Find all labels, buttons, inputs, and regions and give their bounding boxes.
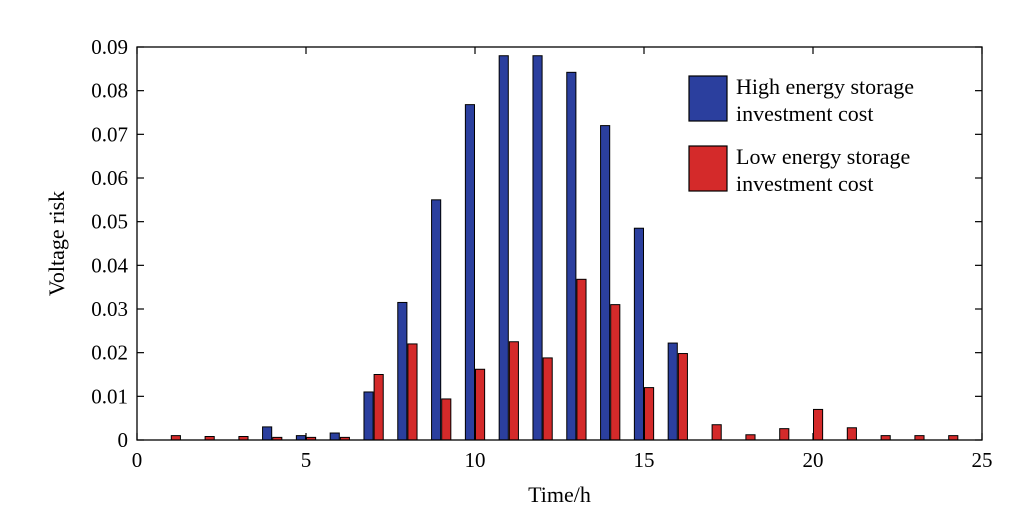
y-tick-label: 0.05 xyxy=(91,210,128,234)
x-tick-label: 5 xyxy=(301,448,312,472)
y-tick-label: 0 xyxy=(118,428,129,452)
bar-high-8 xyxy=(397,301,408,441)
bar-low-8 xyxy=(407,343,418,441)
x-tick-label: 25 xyxy=(972,448,993,472)
legend-label-high: High energy storage xyxy=(736,74,914,99)
bar-low-13 xyxy=(576,278,587,441)
legend-swatch-low xyxy=(688,145,728,192)
bar-low-21 xyxy=(846,427,857,441)
bar-low-11 xyxy=(508,341,519,441)
bar-high-13 xyxy=(566,71,577,441)
bar-low-22 xyxy=(880,435,891,441)
bar-high-6 xyxy=(329,432,340,441)
bar-high-9 xyxy=(431,199,442,441)
y-tick-label: 0.06 xyxy=(91,166,128,190)
bar-low-18 xyxy=(745,434,756,441)
y-tick-label: 0.01 xyxy=(91,384,128,408)
y-tick-label: 0.07 xyxy=(91,122,128,146)
legend-label-high: investment cost xyxy=(736,101,873,126)
bar-high-10 xyxy=(464,104,475,441)
bar-low-23 xyxy=(914,435,925,441)
x-axis-label: Time/h xyxy=(528,482,591,507)
bar-low-20 xyxy=(813,408,824,441)
bar-high-14 xyxy=(600,125,611,441)
bar-low-24 xyxy=(948,435,959,441)
bar-low-12 xyxy=(542,357,553,441)
bar-high-5 xyxy=(295,435,306,441)
y-tick-label: 0.02 xyxy=(91,341,128,365)
bars xyxy=(170,55,959,441)
bar-low-19 xyxy=(779,428,790,441)
bar-high-12 xyxy=(532,55,543,441)
axes-box xyxy=(136,46,983,441)
bar-low-9 xyxy=(441,398,452,441)
bar-low-7 xyxy=(373,374,384,441)
y-axis-label: Voltage risk xyxy=(44,191,69,296)
x-tick-label: 15 xyxy=(634,448,655,472)
legend-swatch-high xyxy=(688,75,728,122)
axes xyxy=(136,46,983,441)
bar-low-15 xyxy=(644,387,655,441)
legend-label-low: Low energy storage xyxy=(736,144,910,169)
bar-low-17 xyxy=(711,424,722,441)
x-tick-label: 0 xyxy=(132,448,143,472)
bar-low-14 xyxy=(610,304,621,441)
legend-label-low: investment cost xyxy=(736,171,873,196)
x-tick-label: 10 xyxy=(465,448,486,472)
bar-high-16 xyxy=(667,342,678,441)
bar-low-16 xyxy=(677,353,688,441)
y-tick-label: 0.08 xyxy=(91,79,128,103)
tick-labels: 0 5 10 15 20 25 0 0.01 0.02 0.03 0.04 0.05 0.06 0.07 0… xyxy=(91,35,992,472)
bar-low-10 xyxy=(475,368,486,441)
bar-high-15 xyxy=(633,227,644,441)
y-tick-label: 0.04 xyxy=(91,253,128,277)
bar-high-7 xyxy=(363,391,374,441)
y-tick-label: 0.03 xyxy=(91,297,128,321)
bar-high-4 xyxy=(262,426,273,441)
bar-low-1 xyxy=(170,435,181,441)
y-tick-label: 0.09 xyxy=(91,35,128,59)
x-tick-label: 20 xyxy=(803,448,824,472)
bar-high-11 xyxy=(498,55,509,441)
